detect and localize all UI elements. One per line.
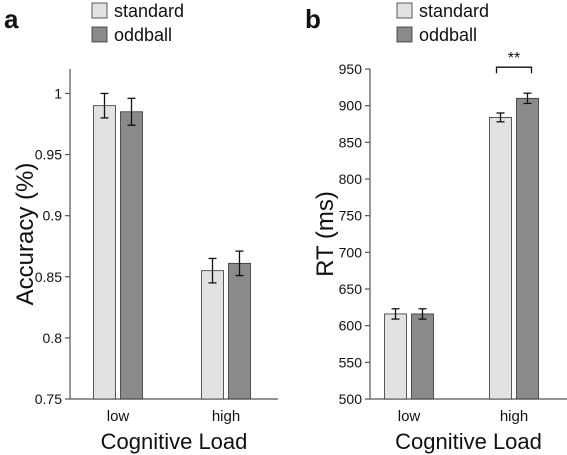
y-tick-label: 0.95 [35, 147, 62, 163]
error-bar-standard-high [208, 257, 217, 284]
panel-b: b standard oddball 500 550 600 650 700 750 800 850… [305, 1, 567, 454]
x-tick-label: low [107, 408, 130, 425]
legend-swatch [91, 2, 108, 19]
error-bar-standard-low [100, 92, 109, 119]
legend-item-oddball: oddball [396, 25, 477, 45]
panel-a: a standard oddball 0.75 0.8 0.85 0.9 0.95 1 Accur… [4, 1, 278, 454]
x-tick-label: high [212, 408, 240, 425]
bar-standard-high [201, 270, 224, 400]
legend-swatch [91, 26, 108, 43]
error-bar-oddball-low [418, 308, 427, 320]
bar-standard-low [93, 105, 116, 400]
y-tick-label: 700 [339, 244, 363, 260]
bar-oddball-low [411, 313, 434, 400]
y-tick-label: 0.75 [35, 391, 62, 407]
y-tick-label: 800 [339, 171, 363, 187]
y-tick-label: 1 [54, 85, 62, 101]
bar-oddball-low [120, 111, 143, 400]
error-bar-standard-low [391, 308, 400, 320]
bar-standard-low [384, 313, 407, 400]
x-axis-title: Cognitive Load [101, 429, 248, 454]
x-tick-label: low [398, 408, 421, 425]
y-tick-label: 950 [339, 61, 363, 77]
legend-swatch [396, 26, 413, 43]
y-axis-title: Accuracy (%) [12, 163, 39, 306]
y-tick-label: 850 [339, 134, 363, 150]
bar-oddball-high [516, 97, 539, 400]
y-tick-label: 500 [339, 391, 363, 407]
error-bar-oddball-high [523, 92, 532, 105]
legend-item-standard: standard [91, 1, 184, 21]
panel-label: a [4, 4, 19, 34]
y-tick-label: 0.85 [35, 269, 62, 285]
legend-item-standard: standard [396, 1, 489, 21]
legend-label: oddball [419, 25, 477, 45]
y-tick-label: 550 [339, 354, 363, 370]
error-bar-standard-high [496, 112, 505, 123]
x-tick-label: high [500, 408, 528, 425]
y-tick-label: 900 [339, 98, 363, 114]
y-tick-label: 0.9 [43, 208, 63, 224]
y-tick-label: 0.8 [43, 330, 63, 346]
y-tick-label: 600 [339, 318, 363, 334]
error-bar-oddball-high [235, 250, 244, 277]
y-axis-title: RT (ms) [312, 191, 339, 277]
legend-label: oddball [114, 25, 172, 45]
error-bar-oddball-low [127, 97, 136, 126]
y-tick-label: 650 [339, 281, 363, 297]
bar-oddball-high [228, 262, 251, 400]
y-tick-label: 750 [339, 208, 363, 224]
significance-label: ** [508, 50, 520, 67]
legend-swatch [396, 2, 413, 19]
panel-label: b [305, 4, 321, 34]
legend-label: standard [114, 1, 184, 21]
significance-bracket [495, 66, 533, 74]
legend-label: standard [419, 1, 489, 21]
bar-standard-high [489, 117, 512, 400]
legend-item-oddball: oddball [91, 25, 172, 45]
x-axis-title: Cognitive Load [395, 429, 542, 454]
